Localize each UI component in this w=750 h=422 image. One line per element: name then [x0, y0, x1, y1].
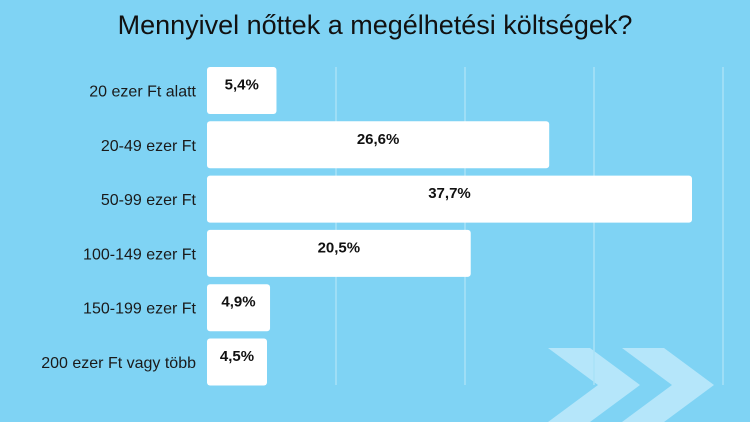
category-label: 200 ezer Ft vagy több [41, 355, 196, 372]
value-label: 20,5% [318, 239, 361, 256]
bar [207, 175, 692, 223]
bar [207, 338, 267, 386]
category-label: 150-199 ezer Ft [83, 301, 197, 318]
value-label: 4,9% [221, 294, 255, 311]
chevron-icon [622, 348, 714, 422]
category-label: 50-99 ezer Ft [101, 192, 197, 209]
category-label: 20-49 ezer Ft [101, 138, 197, 155]
chevron-decoration [548, 348, 714, 422]
bar [207, 121, 550, 169]
chart-title: Mennyivel nőttek a megélhetési költségek… [117, 10, 633, 40]
bar [207, 229, 471, 277]
gridlines [335, 67, 724, 385]
category-labels: 20 ezer Ft alatt 20-49 ezer Ft 50-99 ezer … [41, 84, 196, 373]
bars [207, 67, 692, 386]
bar [207, 284, 271, 332]
category-label: 20 ezer Ft alatt [89, 84, 196, 101]
value-label: 37,7% [428, 185, 471, 202]
value-label: 26,6% [357, 131, 400, 148]
value-label: 5,4% [225, 77, 259, 94]
category-label: 100-149 ezer Ft [83, 246, 197, 263]
value-label: 4,5% [220, 348, 254, 365]
bar [207, 67, 277, 114]
value-labels: 5,4% 26,6% 37,7% 20,5% 4,9% 4,5% [220, 77, 471, 366]
